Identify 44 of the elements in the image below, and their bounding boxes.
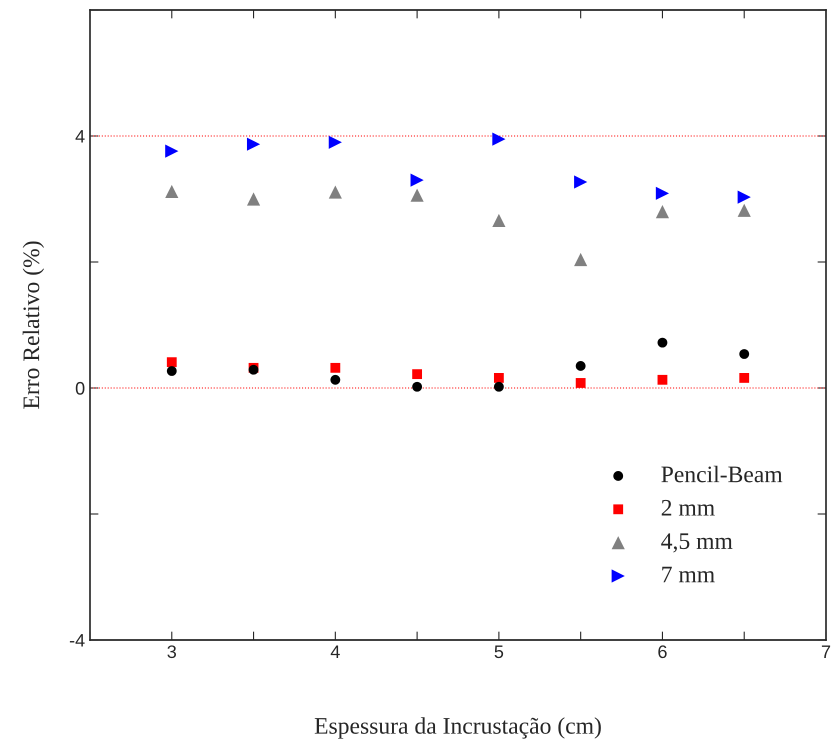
point: [246, 192, 260, 206]
y-tick-label: 0: [76, 382, 84, 395]
point: [166, 357, 177, 368]
point: [576, 378, 586, 388]
point: [492, 132, 506, 146]
point: [246, 138, 260, 151]
x-tick-label: 7: [822, 646, 830, 658]
point: [738, 190, 751, 204]
point: [492, 214, 506, 228]
point: [656, 186, 670, 200]
point: [576, 361, 586, 371]
x-tick-label: 6: [658, 645, 667, 658]
point: [165, 184, 178, 198]
point: [739, 349, 750, 359]
point: [656, 205, 670, 218]
point: [658, 374, 668, 385]
point: [328, 136, 342, 149]
x-tick-label: 4: [330, 646, 340, 658]
point: [410, 174, 424, 187]
point: [412, 382, 422, 392]
point: [328, 185, 342, 199]
point: [330, 362, 340, 373]
point: [574, 252, 588, 266]
point: [330, 374, 340, 385]
x-tick-label: 3: [167, 645, 176, 658]
point: [166, 366, 177, 376]
y-tick-label: -4: [70, 634, 85, 647]
point: [738, 204, 751, 217]
y-axis-title: Erro Relativo (%): [22, 241, 44, 409]
y-tick-label: 4: [76, 130, 85, 143]
point: [494, 382, 504, 392]
point: [494, 373, 504, 383]
x-tick-label: 5: [494, 646, 504, 658]
point: [410, 188, 424, 202]
point: [412, 369, 422, 380]
point: [165, 144, 178, 158]
legend-label: Pencil-Beam: [661, 466, 782, 482]
point: [574, 175, 588, 189]
legend-label: 7 mm: [662, 566, 715, 582]
legend-label: 4,5 mm: [661, 533, 732, 552]
point: [739, 373, 750, 383]
x-axis-title: Espessura da Incrustação (cm): [314, 717, 601, 739]
legend-label: 2 mm: [662, 500, 715, 516]
point: [658, 338, 668, 348]
